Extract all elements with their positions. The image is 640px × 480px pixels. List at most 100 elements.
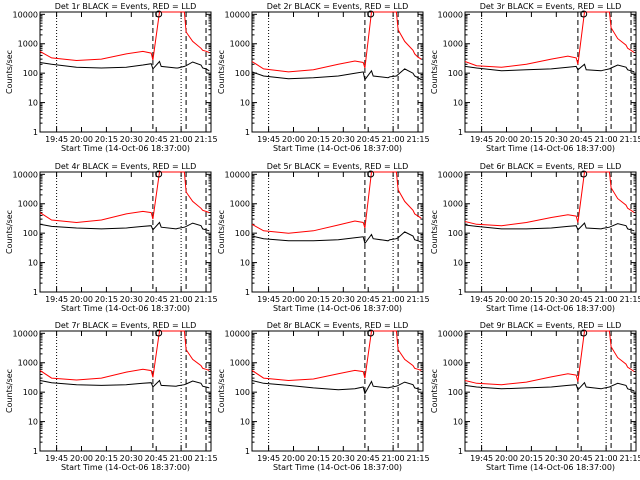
x-tick-label: 21:15 <box>406 454 429 463</box>
chart-panel-3: Det 3r BLACK = Events, RED = LLD 1 10 100 10… <box>430 2 640 153</box>
chart-panel-8: Det 8r BLACK = Events, RED = LLD 1 10 100 10… <box>217 321 430 472</box>
x-tick-label: 20:00 <box>70 135 93 144</box>
y-tick-label: 1 <box>245 128 250 137</box>
chart-title: Det 3r BLACK = Events, RED = LLD <box>480 2 622 11</box>
y-tick-label: 100 <box>448 69 463 78</box>
chart-title: Det 6r BLACK = Events, RED = LLD <box>480 162 622 171</box>
y-tick-label: 10 <box>453 259 463 268</box>
saturation-marker <box>367 329 375 337</box>
y-axis-label: Counts/sec <box>217 50 226 94</box>
x-tick-label: 21:00 <box>595 135 618 144</box>
y-tick-label: 10000 <box>13 170 38 179</box>
y-tick-label: 1000 <box>230 40 250 49</box>
y-tick-label: 10 <box>28 259 38 268</box>
x-tick-label: 21:15 <box>194 135 217 144</box>
series-line-lld <box>39 330 210 381</box>
plot-frame <box>251 11 424 133</box>
series-line-lld <box>464 171 635 227</box>
x-tick-label: 20:15 <box>307 135 330 144</box>
x-tick-label: 19:45 <box>470 135 493 144</box>
x-tick-label: 20:45 <box>357 454 380 463</box>
y-tick-label: 10000 <box>13 10 38 19</box>
chart-panel-5: Det 5r BLACK = Events, RED = LLD 1 10 100 10… <box>217 162 430 313</box>
y-tick-label: 1 <box>245 288 250 297</box>
y-tick-label: 100 <box>235 388 250 397</box>
x-tick-label: 19:45 <box>257 295 280 304</box>
y-axis-label: Counts/sec <box>5 50 14 94</box>
y-tick-label: 10000 <box>438 170 463 179</box>
plot-frame <box>464 171 637 293</box>
y-tick-label: 10 <box>453 418 463 427</box>
y-tick-label: 100 <box>235 69 250 78</box>
y-tick-label: 10000 <box>438 329 463 338</box>
y-tick-label: 1 <box>245 447 250 456</box>
chart-title: Det 9r BLACK = Events, RED = LLD <box>480 321 622 330</box>
y-tick-label: 1000 <box>18 359 38 368</box>
saturation-marker <box>367 170 375 178</box>
x-tick-label: 19:45 <box>257 135 280 144</box>
x-tick-label: 20:15 <box>307 295 330 304</box>
plot-frame <box>464 330 637 452</box>
x-tick-label: 20:00 <box>70 295 93 304</box>
x-tick-label: 20:15 <box>307 454 330 463</box>
plot-frame <box>251 171 424 293</box>
x-tick-label: 21:00 <box>382 454 405 463</box>
series-line-events <box>39 379 210 389</box>
x-tick-label: 20:30 <box>120 135 143 144</box>
chart-panel-4: Det 4r BLACK = Events, RED = LLD 1 10 100 10… <box>5 162 218 313</box>
x-tick-label: 21:15 <box>194 295 217 304</box>
y-tick-label: 1 <box>458 447 463 456</box>
x-tick-label: 20:30 <box>332 454 355 463</box>
x-tick-label: 21:15 <box>619 295 640 304</box>
series-line-events <box>464 381 635 392</box>
y-axis-label: Counts/sec <box>5 369 14 413</box>
x-axis-label: Start Time (14-Oct-06 18:37:00) <box>486 304 615 313</box>
x-axis-label: Start Time (14-Oct-06 18:37:00) <box>61 463 190 472</box>
saturation-marker <box>580 10 588 18</box>
x-tick-label: 19:45 <box>45 295 68 304</box>
x-tick-label: 19:45 <box>45 135 68 144</box>
series-line-lld <box>251 171 422 234</box>
y-axis-label: Counts/sec <box>5 210 14 254</box>
series-line-lld <box>251 330 422 382</box>
plot-frame <box>39 330 212 452</box>
saturation-marker <box>580 170 588 178</box>
x-tick-label: 19:45 <box>470 454 493 463</box>
y-axis-label: Counts/sec <box>430 369 439 413</box>
y-tick-label: 10 <box>453 99 463 108</box>
x-axis-label: Start Time (14-Oct-06 18:37:00) <box>273 144 402 153</box>
series-line-lld <box>39 171 210 224</box>
y-tick-label: 1000 <box>18 40 38 49</box>
x-axis-label: Start Time (14-Oct-06 18:37:00) <box>61 304 190 313</box>
chart-panel-9: Det 9r BLACK = Events, RED = LLD 1 10 100 10… <box>430 321 640 472</box>
x-tick-label: 20:00 <box>70 454 93 463</box>
x-tick-label: 20:45 <box>145 135 168 144</box>
x-axis-label: Start Time (14-Oct-06 18:37:00) <box>273 304 402 313</box>
saturation-marker <box>155 170 163 178</box>
saturation-marker <box>155 10 163 18</box>
x-tick-label: 20:30 <box>332 135 355 144</box>
x-tick-label: 19:45 <box>470 295 493 304</box>
y-tick-label: 1000 <box>230 359 250 368</box>
y-tick-label: 1000 <box>443 200 463 209</box>
x-tick-label: 21:15 <box>194 454 217 463</box>
y-tick-label: 100 <box>23 229 38 238</box>
chart-panel-2: Det 2r BLACK = Events, RED = LLD 1 10 100 10… <box>217 2 430 153</box>
y-tick-label: 1000 <box>443 40 463 49</box>
x-tick-label: 19:45 <box>45 454 68 463</box>
x-tick-label: 20:00 <box>495 295 518 304</box>
y-tick-label: 1000 <box>443 359 463 368</box>
chart-title: Det 4r BLACK = Events, RED = LLD <box>55 162 197 171</box>
x-tick-label: 21:00 <box>595 295 618 304</box>
y-tick-label: 10 <box>240 259 250 268</box>
x-tick-label: 20:30 <box>545 454 568 463</box>
series-line-events <box>39 221 210 232</box>
y-axis-label: Counts/sec <box>217 210 226 254</box>
x-tick-label: 20:00 <box>282 295 305 304</box>
y-tick-label: 10 <box>28 418 38 427</box>
x-tick-label: 20:15 <box>95 454 118 463</box>
y-tick-label: 10 <box>240 418 250 427</box>
series-line-events <box>464 63 635 73</box>
x-axis-label: Start Time (14-Oct-06 18:37:00) <box>486 144 615 153</box>
